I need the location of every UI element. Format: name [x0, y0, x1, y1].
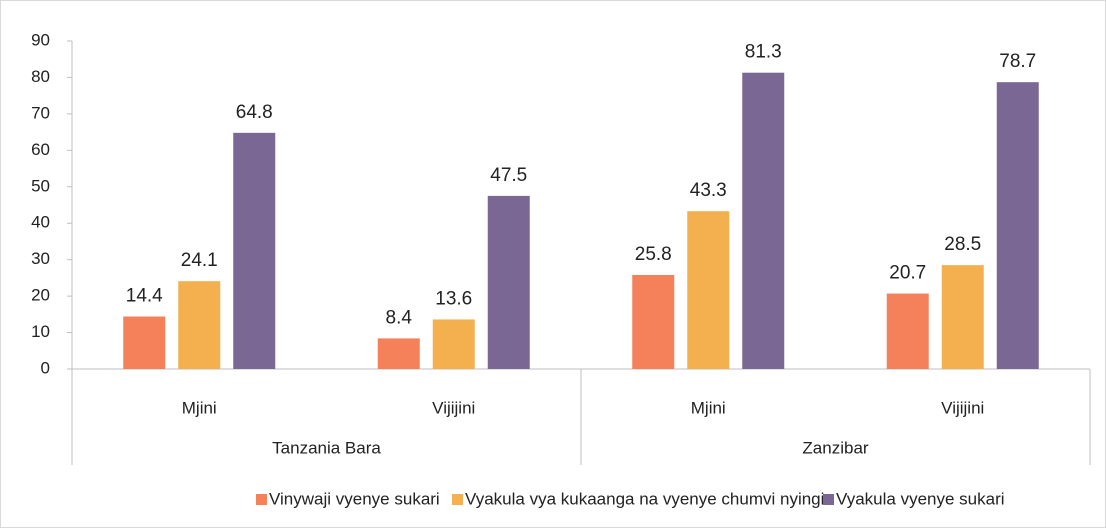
group-label: Tanzania Bara	[272, 438, 381, 457]
y-tick-label: 60	[31, 140, 50, 159]
group-label: Zanzibar	[802, 438, 868, 457]
legend-label: Vyakula vya kukaanga na vyenye chumvi ny…	[465, 489, 824, 508]
value-label: 25.8	[635, 244, 672, 265]
value-label: 43.3	[690, 180, 727, 201]
value-label: 78.7	[999, 51, 1036, 72]
value-label: 24.1	[181, 250, 218, 271]
y-tick-label: 40	[31, 213, 50, 232]
y-tick-label: 20	[31, 286, 50, 305]
bar	[178, 281, 221, 369]
bar	[941, 265, 984, 369]
legend-swatch	[823, 494, 834, 505]
value-label: 8.4	[386, 307, 413, 328]
bar	[377, 338, 420, 369]
y-tick-label: 80	[31, 67, 50, 86]
bar	[742, 72, 785, 369]
legend-swatch	[256, 494, 267, 505]
value-label: 14.4	[126, 286, 163, 307]
bar	[886, 293, 929, 369]
value-label: 13.6	[435, 288, 472, 309]
value-label: 81.3	[745, 42, 782, 63]
legend-label: Vinywaji vyenye sukari	[269, 489, 440, 508]
bar	[632, 274, 675, 369]
bar	[687, 211, 730, 369]
x-tick-label: Mjini	[691, 398, 726, 417]
y-tick-label: 30	[31, 249, 50, 268]
bar	[123, 316, 166, 369]
legend-label: Vyakula vyenye sukari	[836, 489, 1005, 508]
y-tick-label: 0	[41, 358, 50, 377]
value-label: 28.5	[944, 234, 981, 255]
y-tick-label: 10	[31, 322, 50, 341]
value-label: 47.5	[490, 165, 527, 186]
x-tick-label: Mjini	[182, 398, 217, 417]
bar	[996, 82, 1039, 369]
value-label: 64.8	[236, 102, 273, 123]
bar	[487, 195, 530, 369]
y-tick-label: 70	[31, 103, 50, 122]
value-label: 20.7	[889, 263, 926, 284]
y-tick-label: 90	[31, 30, 50, 49]
y-tick-label: 50	[31, 176, 50, 195]
x-tick-label: Vijijini	[941, 398, 984, 417]
x-tick-label: Vijijini	[432, 398, 475, 417]
legend-swatch	[452, 494, 463, 505]
bar	[233, 132, 276, 369]
bar	[432, 319, 475, 369]
